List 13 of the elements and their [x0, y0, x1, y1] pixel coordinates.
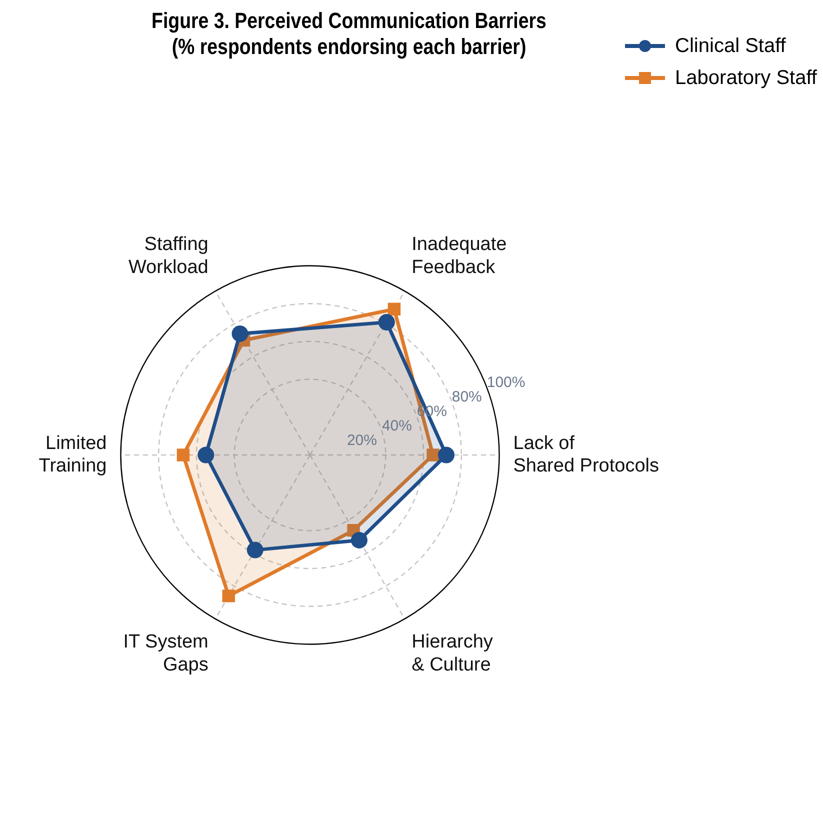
- y-tick-label: 40%: [382, 418, 412, 435]
- spoke-label: Lack of Shared Protocols: [513, 432, 660, 477]
- y-tick-label: 20%: [346, 432, 377, 450]
- spoke-label: Hierarchy & Culture: [412, 632, 494, 676]
- chart-title: Figure 3. Perceived Communication Barriers (% respondents endorsing each barrier): [150, 8, 548, 60]
- spoke-label: Staffing Workload: [128, 234, 208, 278]
- y-tick-label: 100%: [486, 374, 526, 392]
- spoke-label: IT System Gaps: [123, 632, 208, 676]
- legend-label: Laboratory Staff: [675, 66, 817, 90]
- legend-label: Clinical Staff: [675, 34, 786, 58]
- spoke-label: Inadequate Feedback: [412, 234, 507, 278]
- spoke-label: Limited Training: [38, 432, 107, 477]
- y-tick-label: 80%: [452, 388, 482, 406]
